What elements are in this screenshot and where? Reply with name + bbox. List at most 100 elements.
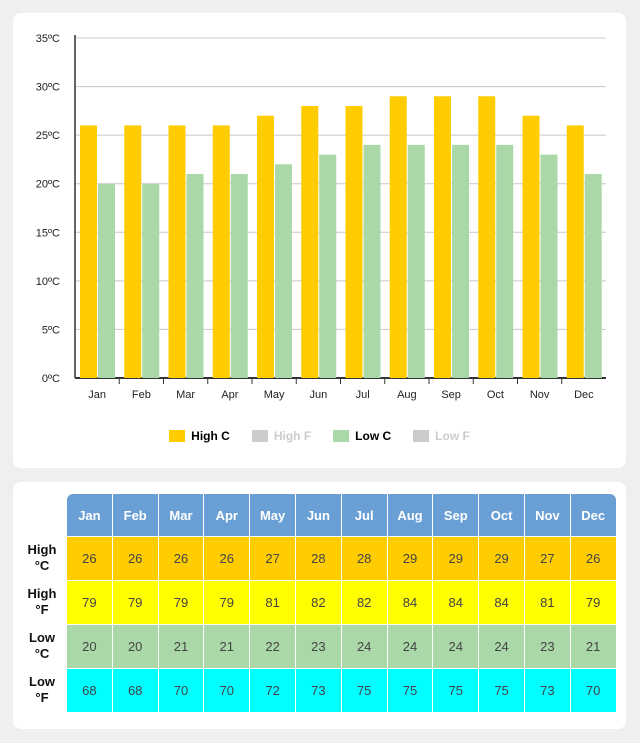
y-tick-label: 35ºC: [36, 33, 60, 45]
table-cell: 81: [250, 580, 295, 624]
table-cell: 24: [341, 624, 387, 668]
table-cell: 26: [204, 536, 250, 580]
bar-low-c-jul: [363, 144, 381, 378]
table-cell: 24: [433, 624, 479, 668]
legend-swatch: [251, 430, 268, 442]
legend-item-high-c[interactable]: High C: [169, 429, 230, 443]
bar-high-c-feb: [124, 125, 142, 378]
legend-label: High F: [273, 429, 312, 443]
table-cell: 26: [112, 536, 158, 580]
y-tick-label: 20ºC: [36, 179, 60, 191]
bar-high-c-jun: [301, 106, 319, 378]
table-cell: 28: [295, 536, 341, 580]
table-row: 68 68 70 70 72 73 75 75 75 75 73 70: [67, 668, 616, 712]
bar-low-c-jun: [319, 154, 337, 378]
chart-legend: High C High F Low C Low F: [13, 429, 626, 443]
table-cell: 75: [479, 668, 524, 712]
y-tick-label: 5ºC: [42, 324, 60, 336]
bar-high-c-aug: [389, 96, 407, 379]
table-cell: 84: [387, 580, 433, 624]
table-cell: 84: [479, 580, 524, 624]
table-cell: 27: [524, 536, 570, 580]
table-cell: 28: [341, 536, 387, 580]
table-cell: 79: [112, 580, 158, 624]
table-row: 20 20 21 21 22 23 24 24 24 24 23 21: [67, 624, 616, 668]
bar-low-c-mar: [186, 174, 204, 378]
table-cell: 68: [112, 668, 158, 712]
table-cell: 23: [295, 624, 341, 668]
table-cell: 22: [250, 624, 295, 668]
bar-high-c-jan: [80, 125, 97, 378]
x-tick-label: Jun: [310, 389, 328, 401]
y-tick-label: 0ºC: [42, 373, 60, 385]
table-cell: 29: [479, 536, 524, 580]
table-cell: 20: [112, 624, 158, 668]
month-header-nov: Nov: [524, 494, 570, 536]
table-cell: 81: [524, 580, 570, 624]
month-header-jan: Jan: [67, 494, 112, 536]
table-cell: 73: [524, 668, 570, 712]
bar-low-c-nov: [540, 154, 558, 378]
bar-low-c-aug: [407, 144, 425, 378]
x-tick-label: Jan: [88, 389, 106, 401]
table-cell: 29: [387, 536, 433, 580]
month-header-sep: Sep: [433, 494, 479, 536]
legend-item-low-f[interactable]: Low F: [413, 429, 470, 443]
table-cell: 26: [67, 536, 112, 580]
table-cell: 26: [570, 536, 616, 580]
bar-low-c-dec: [584, 174, 602, 378]
bar-low-c-jan: [98, 183, 115, 378]
bar-high-c-nov: [522, 115, 540, 378]
x-tick-label: Oct: [487, 389, 504, 401]
y-tick-label: 30ºC: [36, 82, 60, 94]
bar-high-c-oct: [478, 96, 496, 379]
table-cell: 75: [341, 668, 387, 712]
table-cell: 79: [158, 580, 204, 624]
legend-swatch: [333, 430, 350, 442]
bar-high-c-sep: [434, 96, 451, 379]
x-tick-label: Feb: [132, 389, 151, 401]
table-cell: 70: [570, 668, 616, 712]
month-header-oct: Oct: [479, 494, 524, 536]
temperature-table: Jan Feb Mar Apr May Jun Jul Aug Sep Oct Nov Dec 26 2…: [66, 494, 617, 712]
x-tick-label: Mar: [176, 389, 195, 401]
temperature-table-card: High °C High °F Low °C Low °F Jan Feb Mar Apr May Ju…: [13, 482, 626, 729]
legend-label: High C: [191, 429, 230, 443]
table-cell: 20: [67, 624, 112, 668]
x-tick-label: Sep: [441, 389, 461, 401]
legend-label: Low C: [355, 429, 392, 443]
bar-high-c-mar: [168, 125, 186, 378]
table-cell: 27: [250, 536, 295, 580]
table-cell: 75: [387, 668, 433, 712]
table-cell: 82: [341, 580, 387, 624]
table-cell: 21: [158, 624, 204, 668]
table-cell: 24: [387, 624, 433, 668]
table-cell: 82: [295, 580, 341, 624]
month-header-feb: Feb: [112, 494, 158, 536]
month-header-apr: Apr: [204, 494, 250, 536]
month-header-jul: Jul: [341, 494, 387, 536]
table-cell: 79: [67, 580, 112, 624]
x-tick-label: Apr: [221, 389, 238, 401]
table-cell: 79: [570, 580, 616, 624]
x-tick-label: Dec: [574, 389, 594, 401]
legend-swatch: [413, 430, 430, 442]
table-header-row: Jan Feb Mar Apr May Jun Jul Aug Sep Oct Nov Dec: [67, 494, 616, 536]
table-cell: 24: [479, 624, 524, 668]
table-cell: 75: [433, 668, 479, 712]
bar-low-c-feb: [142, 183, 160, 378]
bar-low-c-oct: [496, 144, 514, 378]
legend-item-low-c[interactable]: Low C: [333, 429, 391, 443]
row-label: High °F: [27, 586, 57, 617]
table-cell: 21: [204, 624, 250, 668]
table-cell: 84: [433, 580, 479, 624]
y-tick-label: 10ºC: [36, 276, 60, 288]
legend-item-high-f[interactable]: High F: [251, 429, 312, 443]
month-header-jun: Jun: [295, 494, 341, 536]
table-cell: 26: [158, 536, 204, 580]
row-label: High °C: [27, 542, 57, 573]
x-tick-label: Nov: [530, 389, 550, 401]
table-cell: 70: [158, 668, 204, 712]
bar-low-c-sep: [452, 144, 469, 378]
x-tick-label: May: [264, 389, 285, 401]
